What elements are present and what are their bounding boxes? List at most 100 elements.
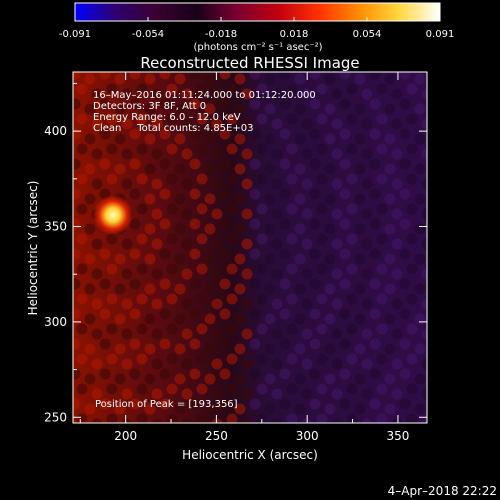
ripple-blob: [376, 293, 388, 305]
ripple-blob: [406, 83, 418, 95]
ripple-blob: [114, 283, 126, 295]
ripple-blob: [91, 238, 103, 250]
ripple-blob: [286, 383, 298, 395]
ripple-blob: [91, 298, 103, 310]
ripple-blob: [339, 308, 351, 320]
ripple-blob: [316, 233, 328, 245]
ripple-blob: [249, 338, 261, 350]
ripple-blob: [301, 208, 313, 220]
ripple-blob: [181, 118, 193, 130]
ripple-blob: [114, 73, 126, 85]
ripple-blob: [226, 233, 238, 245]
ripple-blob: [249, 398, 261, 410]
ripple-blob: [331, 418, 343, 423]
ripple-blob: [264, 223, 276, 235]
ripple-blob: [129, 158, 141, 170]
ripple-blob: [99, 128, 111, 140]
ripple-blob: [144, 283, 156, 295]
ripple-blob: [324, 373, 336, 385]
ripple-blob: [166, 323, 178, 335]
ripple-blob: [294, 313, 306, 325]
ripple-blob: [271, 328, 283, 340]
ripple-blob: [369, 128, 381, 140]
ripple-blob: [354, 373, 366, 385]
ripple-blob: [219, 338, 231, 350]
x-tick-label: 300: [296, 429, 319, 443]
ripple-blob: [264, 103, 276, 115]
ripple-blob: [159, 368, 171, 380]
ripple-blob: [211, 88, 223, 100]
ripple-blob: [151, 178, 163, 190]
ripple-blob: [129, 398, 141, 410]
ripple-blob: [294, 403, 306, 415]
ripple-blob: [181, 418, 193, 423]
ripple-blob: [174, 103, 186, 115]
ripple-blob: [391, 328, 403, 340]
ripple-blob: [294, 133, 306, 145]
ripple-blob: [339, 278, 351, 290]
ripple-blob: [264, 283, 276, 295]
ripple-blob: [99, 248, 111, 260]
ripple-blob: [136, 263, 148, 275]
ripple-blob: [384, 343, 396, 355]
ripple-blob: [73, 278, 81, 290]
ripple-blob: [286, 83, 298, 95]
ripple-blob: [376, 203, 388, 215]
ripple-blob: [73, 128, 81, 140]
ripple-blob: [204, 313, 216, 325]
y-axis-label: Heliocentric Y (arcsec): [26, 181, 40, 316]
ripple-blob: [384, 283, 396, 295]
ripple-blob: [76, 413, 88, 423]
ripple-blob: [391, 268, 403, 280]
ripple-blob: [271, 298, 283, 310]
ripple-blob: [174, 403, 186, 415]
ripple-blob: [159, 278, 171, 290]
ripple-blob: [331, 118, 343, 130]
ripple-blob: [196, 293, 208, 305]
ripple-blob: [279, 158, 291, 170]
ripple-blob: [271, 118, 283, 130]
ripple-blob: [106, 383, 118, 395]
ripple-blob: [376, 83, 388, 95]
ripple-blob: [181, 208, 193, 220]
ripple-blob: [294, 193, 306, 205]
ripple-blob: [279, 278, 291, 290]
ripple-blob: [309, 278, 321, 290]
ripple-blob: [271, 238, 283, 250]
ripple-blob: [76, 83, 88, 95]
ripple-blob: [384, 163, 396, 175]
ripple-blob: [151, 148, 163, 160]
ripple-blob: [421, 148, 427, 160]
ripple-blob: [204, 73, 216, 85]
info-energy-range: Energy Range: 6.0 – 12.0 keV: [93, 112, 241, 123]
ripple-blob: [316, 203, 328, 215]
ripple-blob: [414, 223, 426, 235]
ripple-blob: [249, 98, 261, 110]
ripple-blob: [99, 278, 111, 290]
colorbar: -0.091 -0.054 -0.018 0.018 0.054 0.091 (…: [59, 2, 454, 53]
ripple-blob: [204, 133, 216, 145]
info-time-range: 16–May–2016 01:11:24.000 to 01:12:20.000: [93, 90, 316, 101]
ripple-blob: [361, 88, 373, 100]
ripple-blob: [234, 163, 246, 175]
ripple-blob: [166, 293, 178, 305]
ripple-blob: [226, 263, 238, 275]
ripple-blob: [399, 308, 411, 320]
ripple-blob: [316, 323, 328, 335]
ripple-blob: [414, 403, 426, 415]
ripple-blob: [144, 73, 156, 85]
ripple-blob: [316, 263, 328, 275]
ripple-blob: [309, 218, 321, 230]
ripple-blob: [354, 133, 366, 145]
ripple-blob: [264, 133, 276, 145]
ripple-blob: [331, 238, 343, 250]
ripple-blob: [151, 88, 163, 100]
ripple-blob: [234, 373, 246, 385]
ripple-blob: [114, 253, 126, 265]
ripple-blob: [121, 148, 133, 160]
ripple-blob: [301, 118, 313, 130]
ripple-blob: [399, 98, 411, 110]
ripple-blob: [73, 308, 81, 320]
ripple-blob: [309, 368, 321, 380]
ripple-blob: [354, 163, 366, 175]
